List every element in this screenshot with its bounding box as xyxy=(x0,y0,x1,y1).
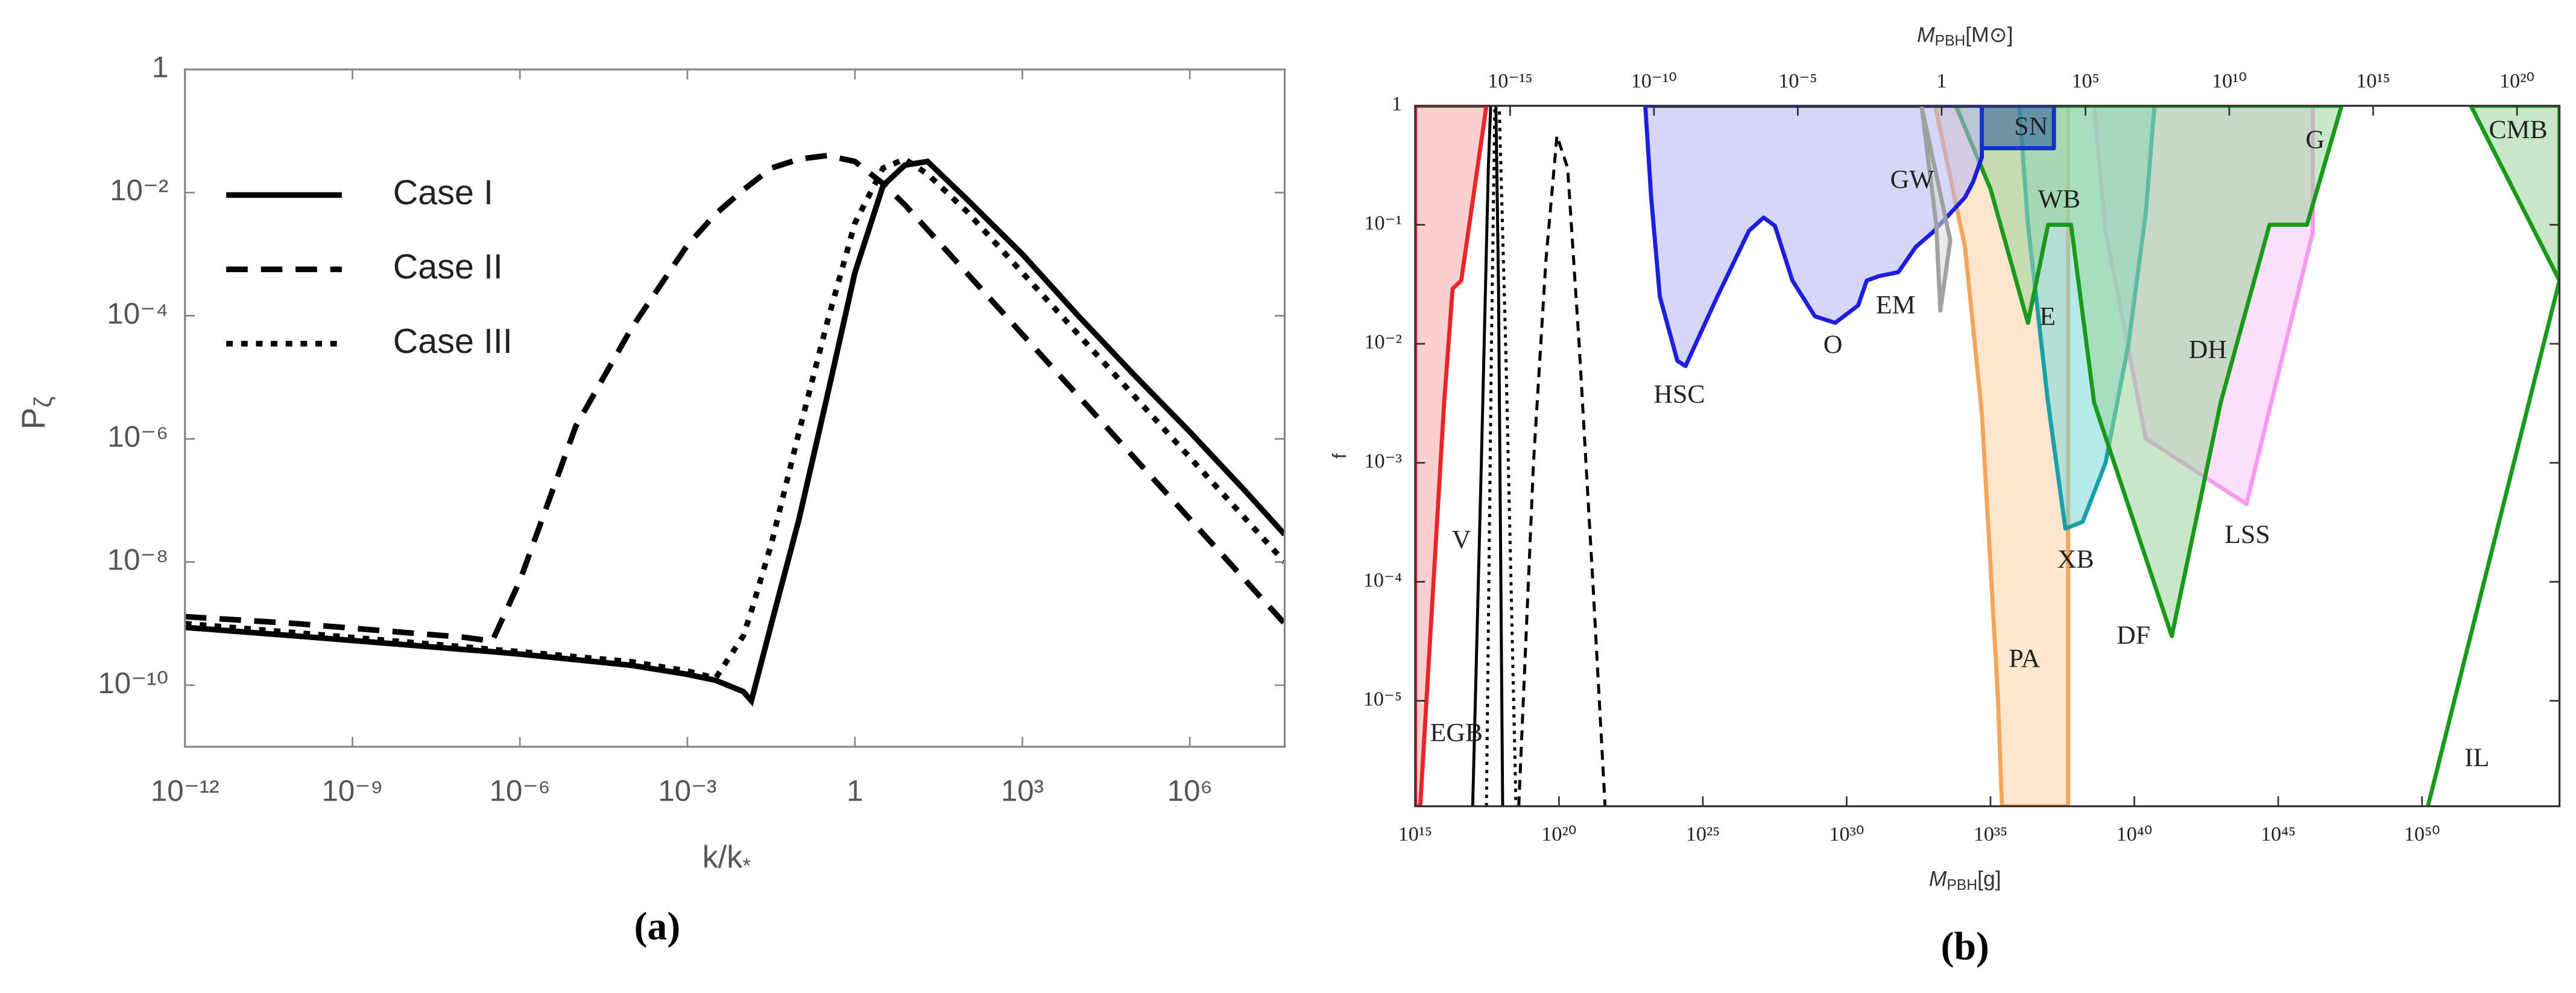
x2-tick-label: 10¹⁵ xyxy=(2356,69,2390,92)
x-tick-label: 10⁻⁹ xyxy=(321,775,383,808)
x2-tick-label: 10⁻¹⁰ xyxy=(1631,69,1677,92)
y-tick-label: 10⁻⁴ xyxy=(1363,568,1402,591)
constraint-region xyxy=(1980,106,2056,151)
x-tick-label: 10⁶ xyxy=(1167,775,1213,808)
annotation: E xyxy=(2039,302,2056,331)
y-tick-label: 10⁻⁴ xyxy=(107,297,168,330)
x2-tick-label: 10⁻⁵ xyxy=(1778,69,1817,92)
caption: (a) xyxy=(634,904,681,948)
x-label-unit: [g] xyxy=(1977,867,2001,891)
x-tick-label: 10¹⁵ xyxy=(1398,823,1432,846)
region-label: V xyxy=(1452,525,1471,554)
annotation: EM xyxy=(1876,290,1916,319)
plot-background xyxy=(185,69,1285,747)
constraint-region xyxy=(1643,106,1984,369)
x2-tick-label: 10¹⁰ xyxy=(2212,69,2247,92)
y-tick-label: 10⁻⁶ xyxy=(107,420,168,454)
caption: (b) xyxy=(1941,924,1989,968)
y-label-subscript: ζ xyxy=(29,396,57,407)
region-label: SN xyxy=(2014,112,2048,141)
y-tick-label: 10⁻¹ xyxy=(1364,211,1402,234)
constraint-region xyxy=(2469,106,2560,283)
x-tick-label: 10⁻³ xyxy=(658,775,716,808)
x-tick-label: 10⁻¹² xyxy=(151,775,219,808)
x-label-text: M xyxy=(1929,867,1947,891)
annotation: DH xyxy=(2189,335,2227,364)
region-label: PA xyxy=(2009,644,2040,673)
plot-frame xyxy=(1414,104,2561,808)
region-label: DF xyxy=(2117,621,2150,650)
constraint-region xyxy=(1415,106,1489,807)
y-tick-label: 10⁻¹⁰ xyxy=(98,667,168,700)
y-tick-label: 10⁻² xyxy=(1364,331,1402,354)
y-axis-label: Pζ xyxy=(15,396,57,430)
x2-tick-label: 10⁻¹⁵ xyxy=(1488,69,1532,92)
y-label-text: P xyxy=(15,407,52,430)
x-tick-label: 10⁵⁰ xyxy=(2404,823,2440,846)
mass-function-curve xyxy=(1517,135,1607,807)
x2-label-subscript: PBH xyxy=(1935,33,1966,49)
region-label: GW xyxy=(1890,165,1935,194)
marks: 10⁻¹² 10⁻⁹ 10⁻⁶ 10⁻³ 1 10³ 10⁶ 1 10⁻² 10⁻⁴ 10⁻⁶ 10⁻… xyxy=(98,51,2561,846)
x-tick-label: 1 xyxy=(847,775,863,808)
constraint-region xyxy=(1919,106,1953,313)
constraint-region xyxy=(2426,280,2560,807)
x-label-text: k/k xyxy=(702,840,743,875)
legend-label: Case I xyxy=(393,173,493,212)
x-axis-label: MPBH[g] xyxy=(1929,867,2001,893)
x2-tick-label: 1 xyxy=(1936,69,1946,92)
x2-tick-label: 10²⁰ xyxy=(2499,69,2534,92)
x-tick-label: 10⁻⁶ xyxy=(490,775,551,808)
region-label: HSC xyxy=(1653,379,1705,408)
annotation: WB xyxy=(2038,185,2081,214)
region-label: IL xyxy=(2464,743,2489,772)
series-line xyxy=(185,153,1285,644)
legend-label: Case III xyxy=(393,322,513,361)
x-axis-label: k/k* xyxy=(702,840,751,878)
region-label: XB xyxy=(2057,545,2094,574)
x-tick-label: 10³⁰ xyxy=(1829,823,1864,846)
legend-label: Case II xyxy=(393,248,503,287)
annotation: O xyxy=(1823,330,1843,359)
x2-axis-label: MPBH[M⊙] xyxy=(1917,23,2013,49)
series-line xyxy=(185,156,1285,682)
mass-function-curve xyxy=(1471,106,1504,807)
plot-frame xyxy=(184,68,1286,748)
region-label: LSS xyxy=(2224,520,2270,549)
y-tick-label: 1 xyxy=(1392,92,1402,115)
annotation: EGB xyxy=(1430,719,1483,747)
x-tick-label: 10⁴⁰ xyxy=(2117,823,2153,846)
region-label: CMB xyxy=(2489,115,2547,144)
y-tick-label: 1 xyxy=(152,51,168,84)
x-label-subscript: PBH xyxy=(1946,877,1977,893)
y-tick-label: 10⁻⁸ xyxy=(107,544,169,577)
x2-tick-label: 10⁵ xyxy=(2071,69,2099,92)
x2-label-unit: [M⊙] xyxy=(1965,23,2013,47)
y-tick-label: 10⁻³ xyxy=(1364,449,1402,472)
x-tick-label: 10³ xyxy=(1001,775,1044,808)
x-tick-label: 10²⁰ xyxy=(1541,823,1576,846)
x-tick-label: 10²⁵ xyxy=(1686,823,1720,846)
x-tick-label: 10⁴⁵ xyxy=(2261,823,2296,846)
x2-label-text: M xyxy=(1917,23,1935,47)
constraint-region xyxy=(1954,106,2344,638)
y-tick-label: 10⁻² xyxy=(110,174,168,207)
y-axis-label: f xyxy=(1328,452,1350,458)
y-tick-label: 10⁻⁵ xyxy=(1363,688,1402,711)
annotation: G xyxy=(2306,125,2325,154)
x-tick-label: 10³⁵ xyxy=(1974,823,2007,846)
x-label-subscript: * xyxy=(742,854,751,878)
